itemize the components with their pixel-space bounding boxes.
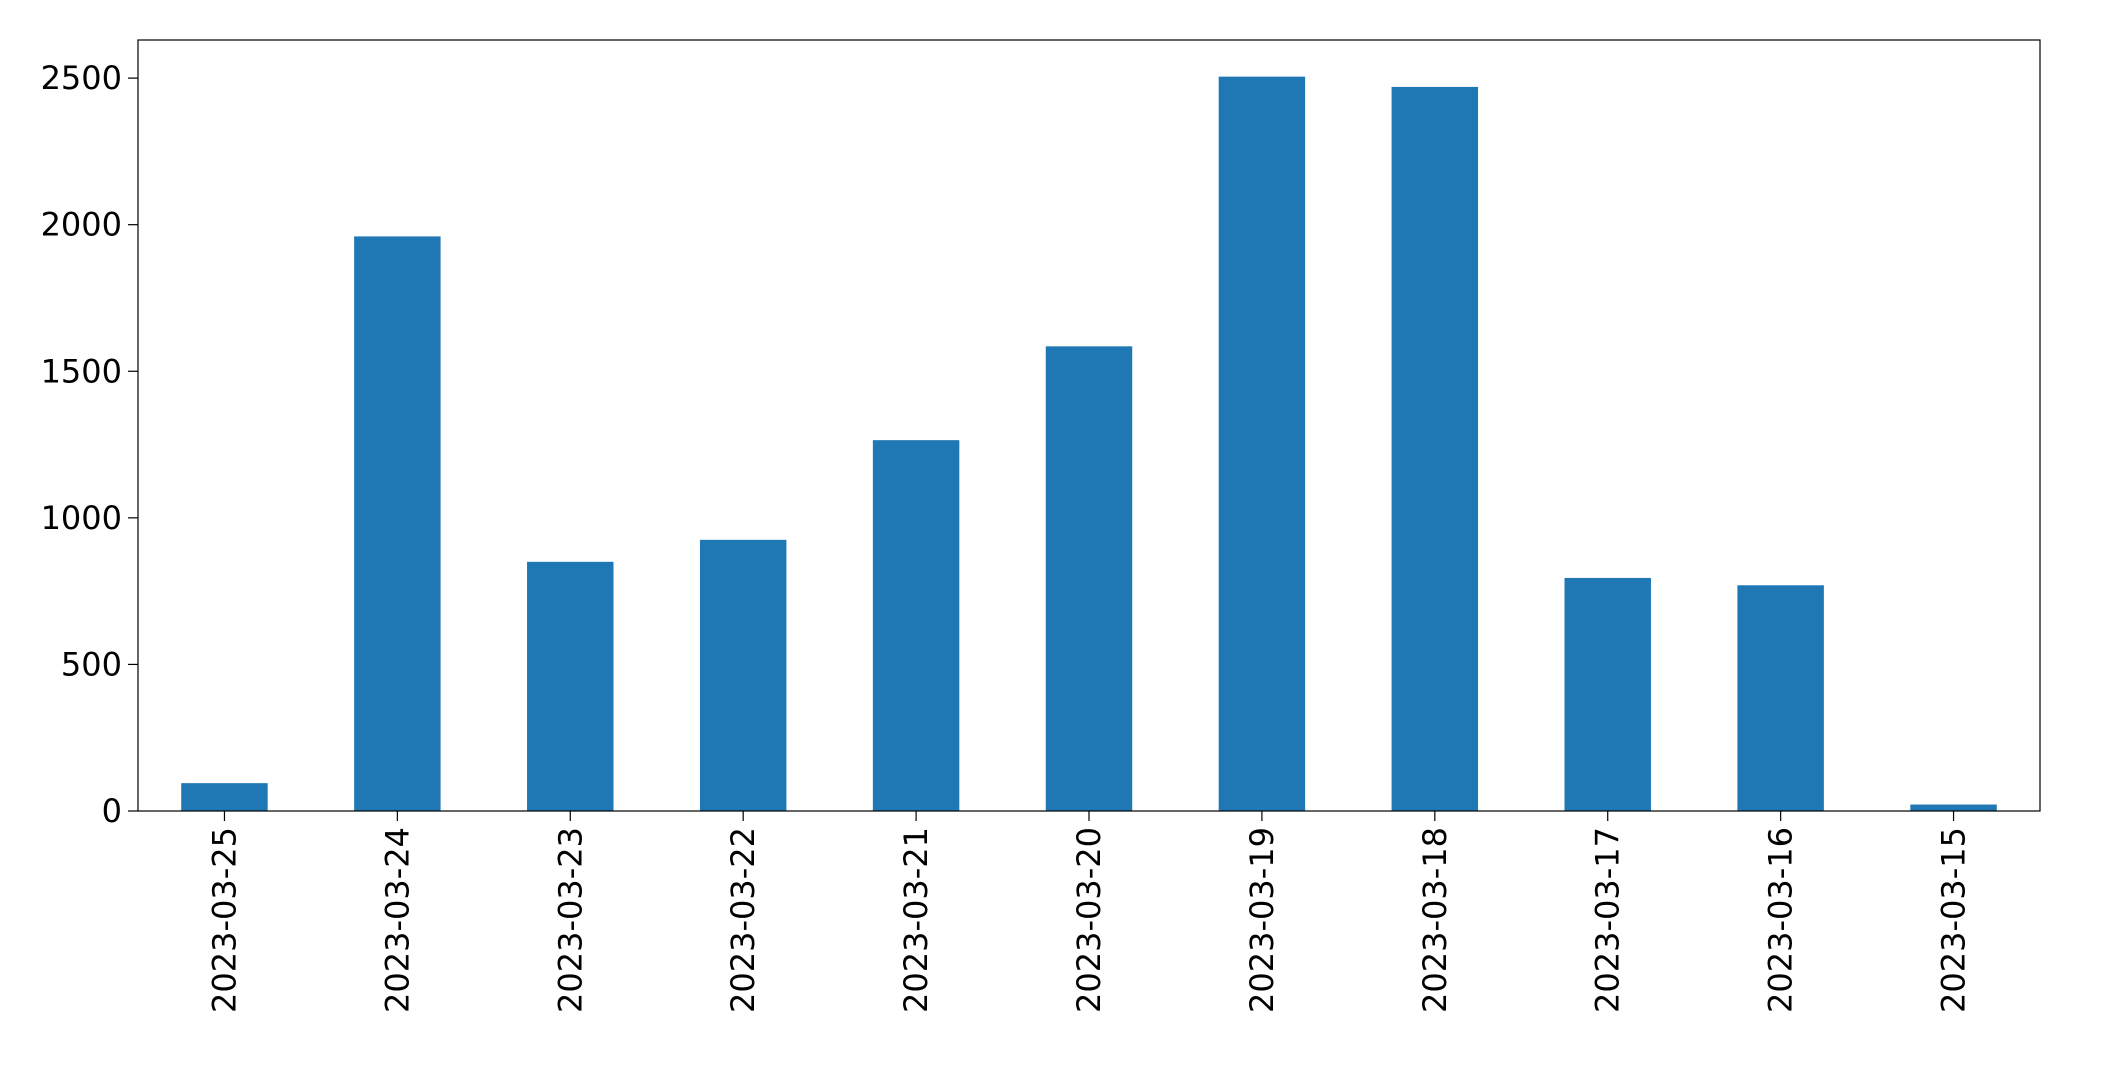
bar-2023-03-22 [699,539,787,811]
x-tick-label: 2023-03-20 [1070,827,1108,1013]
x-tick-label: 2023-03-15 [1935,827,1973,1013]
x-tick-label: 2023-03-17 [1589,827,1627,1013]
y-tick-label: 2000 [41,206,122,244]
x-tick-label: 2023-03-18 [1416,827,1454,1013]
y-tick-label: 0 [102,792,122,830]
bars-layer [181,76,1997,812]
y-tick-label: 500 [61,645,122,683]
bar-2023-03-18 [1391,86,1479,811]
bar-2023-03-25 [181,783,268,811]
bar-2023-03-15 [1910,804,1997,811]
x-tick-label: 2023-03-21 [897,827,935,1013]
x-tick-label: 2023-03-16 [1762,827,1800,1013]
bar-2023-03-17 [1564,577,1651,811]
bar-2023-03-19 [1218,76,1306,812]
bar-2023-03-16 [1737,585,1824,811]
x-tick-label: 2023-03-22 [724,827,762,1013]
bar-2023-03-24 [354,236,441,812]
y-tick-label: 1000 [41,499,122,537]
x-tick-label: 2023-03-19 [1243,827,1281,1013]
bar-2023-03-20 [1045,346,1133,811]
x-tick-label: 2023-03-23 [551,827,589,1013]
bar-2023-03-23 [527,561,614,811]
x-tick-label: 2023-03-24 [378,827,416,1013]
y-tick-label: 2500 [41,59,122,97]
plot-frame [137,39,2041,812]
x-tick-label: 2023-03-25 [205,827,243,1013]
y-tick-label: 1500 [41,352,122,390]
y-axis: 0 500 1000 1500 2000 2500 [41,59,138,830]
x-axis: 2023-03-25 2023-03-24 2023-03-23 2023-03-22… [205,811,1973,1013]
bar-2023-03-21 [872,440,960,811]
